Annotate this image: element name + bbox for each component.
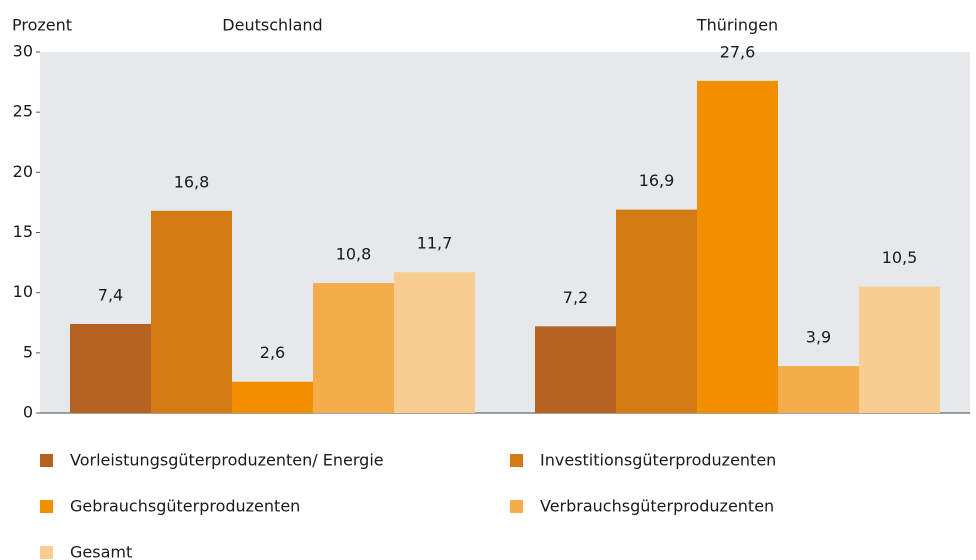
y-tick-label: 15	[13, 222, 33, 241]
value-label: 11,7	[417, 234, 453, 253]
legend-swatch	[40, 500, 53, 513]
legend-label: Investitionsgüterproduzenten	[540, 451, 776, 470]
legend-swatch	[40, 546, 53, 559]
bar	[859, 286, 940, 413]
y-tick-label: 25	[13, 102, 33, 121]
value-label: 7,4	[98, 285, 123, 304]
value-label: 16,8	[174, 172, 210, 191]
value-label: 10,5	[882, 248, 918, 267]
legend-label: Gebrauchsgüterproduzenten	[70, 497, 300, 516]
value-label: 3,9	[806, 328, 831, 347]
bar	[394, 272, 475, 413]
bar	[70, 323, 151, 413]
value-label: 7,2	[563, 288, 588, 307]
value-label: 2,6	[260, 343, 285, 362]
legend-swatch	[510, 454, 523, 467]
legend-label: Gesamt	[70, 543, 132, 560]
y-tick-label: 20	[13, 162, 33, 181]
y-axis-label: Prozent	[12, 16, 72, 35]
y-tick-label: 10	[13, 282, 33, 301]
value-label: 10,8	[336, 245, 372, 264]
y-tick-label: 5	[23, 342, 33, 361]
y-tick-label: 0	[23, 403, 33, 422]
value-label: 27,6	[720, 42, 756, 61]
category-label: Deutschland	[222, 16, 322, 35]
bar	[778, 366, 859, 413]
bar	[535, 326, 616, 413]
y-tick-label: 30	[13, 42, 33, 61]
bar	[151, 210, 232, 413]
legend-label: Vorleistungsgüterproduzenten/ Energie	[70, 451, 384, 470]
legend-swatch	[510, 500, 523, 513]
bar	[313, 283, 394, 413]
bar	[232, 381, 313, 413]
bar	[697, 80, 778, 413]
legend-label: Verbrauchsgüterproduzenten	[540, 497, 774, 516]
legend-swatch	[40, 454, 53, 467]
value-label: 16,9	[639, 171, 675, 190]
bar	[616, 209, 697, 413]
category-label: Thüringen	[696, 16, 778, 35]
